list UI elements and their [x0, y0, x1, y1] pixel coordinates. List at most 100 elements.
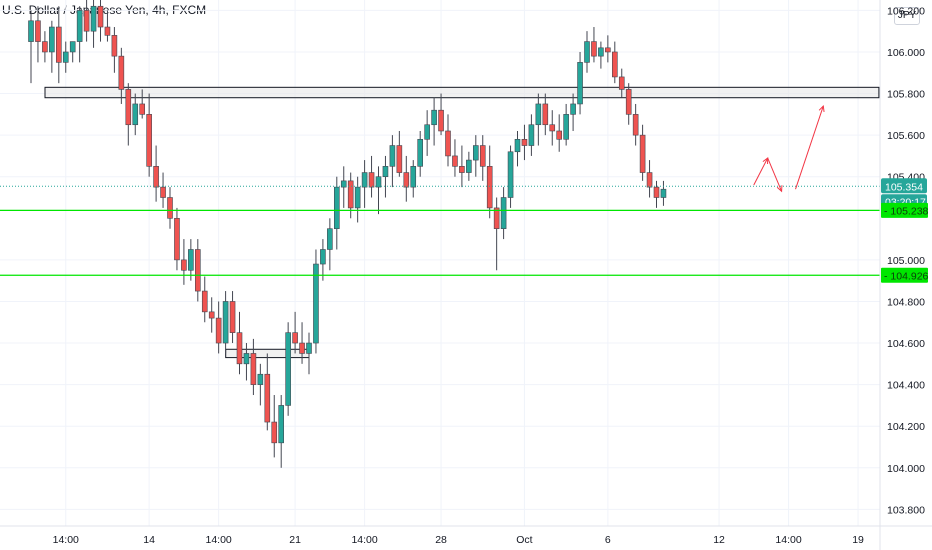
candle-body-up [417, 138, 424, 167]
candle-body-down [347, 180, 354, 209]
candle [83, 0, 90, 42]
candle [236, 311, 243, 375]
candle-body-up [514, 138, 521, 153]
candle-body-down [160, 186, 166, 198]
candle [466, 151, 472, 181]
candle [55, 6, 62, 84]
candle [375, 166, 382, 215]
candle-body-up [278, 405, 285, 444]
candle-body-up [285, 332, 291, 406]
candle-body-up [382, 166, 389, 178]
candle [563, 103, 569, 146]
candle [514, 130, 521, 167]
candle-body-down [229, 301, 236, 333]
candle-body-down [104, 26, 111, 36]
candle [153, 145, 159, 202]
candle-body-up [535, 103, 542, 126]
candle [459, 145, 465, 188]
candle [632, 103, 639, 146]
candle-body-down [153, 166, 159, 188]
candle-body-up [584, 41, 590, 63]
candle [570, 93, 576, 131]
candle-body-up [90, 5, 97, 32]
candle-body-up [410, 166, 417, 188]
candle-body-down [97, 5, 104, 28]
candle [174, 207, 180, 271]
candle [264, 353, 271, 431]
price-axis: 106.200106.000105.800105.600105.400105.0… [887, 5, 925, 516]
candle-body-up [424, 124, 430, 140]
candle [167, 187, 173, 229]
candle-body-down [605, 47, 611, 53]
candle-body-up [340, 180, 347, 188]
y-tick-label: 105.800 [887, 89, 925, 101]
candle [611, 41, 618, 84]
candle [618, 68, 625, 98]
candle-body-down [486, 166, 493, 209]
candle-body-up [375, 176, 382, 188]
candle [215, 301, 222, 354]
candle-body-down [521, 138, 528, 146]
x-tick-label: 19 [852, 534, 864, 546]
candle-body-up [598, 47, 604, 57]
x-tick-label: 12 [713, 534, 725, 546]
candle [445, 114, 451, 167]
candle-body-down [632, 114, 639, 136]
candle [28, 10, 34, 84]
x-tick-label: 14:00 [53, 534, 79, 546]
candle [577, 51, 583, 115]
projection-segment [753, 157, 769, 186]
x-tick-label: 14:00 [206, 534, 232, 546]
candle-body-up [188, 249, 194, 271]
candle-body-down [299, 342, 305, 354]
candle-body-down [111, 35, 118, 57]
x-tick-label: 21 [289, 534, 301, 546]
candle [97, 0, 104, 42]
candle [549, 110, 556, 146]
candle-body-up [62, 51, 69, 63]
candle-body-up [333, 186, 340, 229]
candle [507, 145, 514, 208]
y-tick-label: 104.600 [887, 338, 925, 350]
candle [313, 249, 319, 354]
candle-body-down [445, 130, 451, 157]
candle-body-down [215, 317, 222, 344]
candle [250, 338, 257, 396]
candle [493, 197, 500, 271]
candle [327, 218, 333, 271]
candle-body-down [403, 172, 410, 188]
candle [660, 180, 667, 206]
candle [104, 10, 111, 42]
candle [90, 0, 97, 48]
candle-body-up [313, 263, 319, 344]
candle [208, 297, 215, 333]
candle-body-down [167, 197, 173, 219]
candle [556, 114, 563, 152]
candle-body-up [306, 342, 312, 354]
candle-body-up [243, 353, 250, 365]
candle [605, 35, 611, 63]
candle-body-down [646, 172, 653, 188]
candle [639, 124, 646, 181]
projection-arrowhead [818, 104, 825, 113]
candle [229, 291, 236, 344]
x-tick-label: 14:00 [775, 534, 801, 546]
candle-body-down [118, 55, 125, 90]
candle [118, 47, 125, 104]
candle [410, 160, 417, 198]
price-levels [0, 185, 880, 276]
candle [542, 93, 549, 136]
support-price-badge [881, 267, 928, 283]
x-tick-label: 6 [605, 534, 611, 546]
projection-segment [795, 105, 824, 190]
candle [382, 155, 389, 198]
y-tick-label: 104.200 [887, 421, 925, 433]
currency-button[interactable]: JPY [894, 7, 920, 25]
x-tick-label: Oct [516, 534, 532, 546]
candle-body-up [320, 249, 326, 265]
candle-body-up [570, 103, 576, 115]
candle-body-down [181, 259, 187, 271]
candle-body-down [653, 186, 660, 198]
candle [347, 172, 354, 219]
